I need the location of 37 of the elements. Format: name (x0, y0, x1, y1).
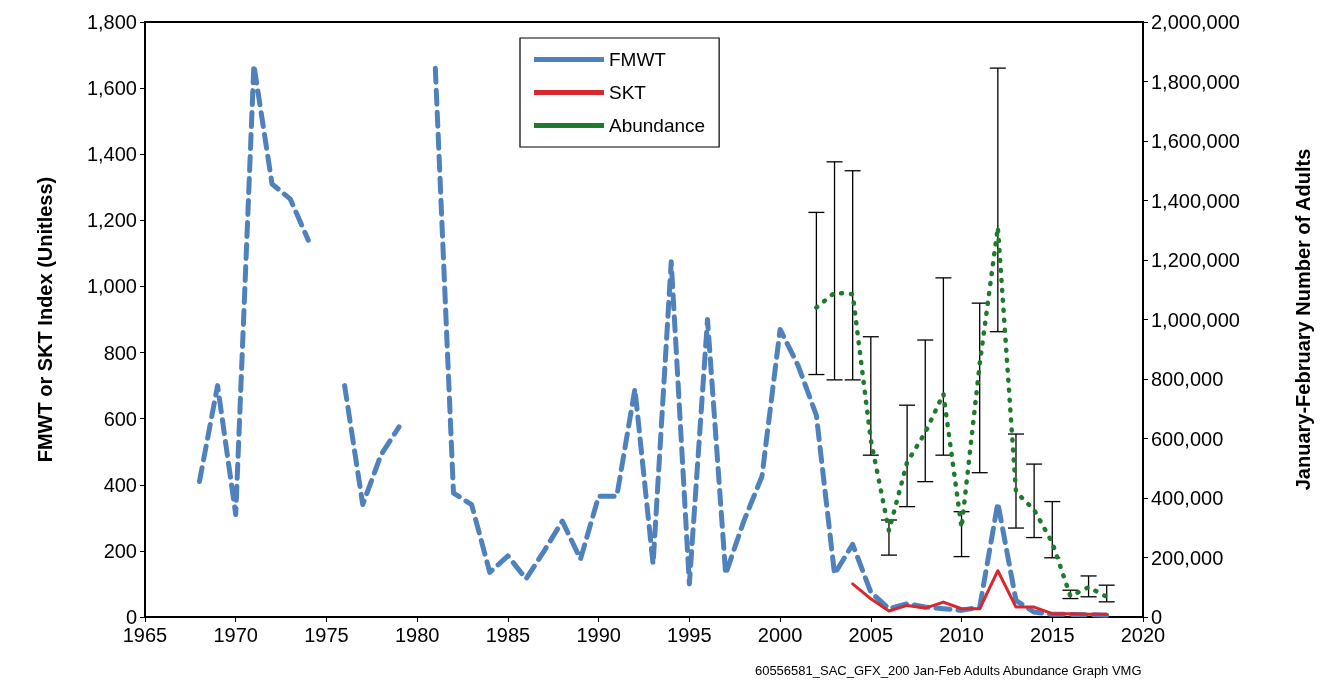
y-axis-title: FMWT or SKT Index (Unitless) (34, 176, 56, 463)
y-tick-label: 200 (103, 539, 137, 562)
y-tick-label: 1,600 (86, 77, 137, 100)
x-tick-label: 2010 (939, 624, 984, 646)
y2-tick-label: 800,000 (1151, 368, 1224, 390)
y-tick-label: 400 (103, 473, 137, 496)
y-tick-label: 600 (103, 407, 137, 430)
x-tick-label: 1980 (394, 624, 440, 646)
y-tick-label: 800 (103, 341, 137, 364)
y2-tick-label: 1,000,000 (1151, 308, 1240, 331)
x-tick-label: 1985 (485, 624, 531, 646)
y2-tick-label: 2,000,000 (1151, 11, 1240, 33)
x-tick-label: 1990 (576, 624, 621, 646)
y-tick-label: 1,800 (86, 11, 137, 33)
x-tick-label: 2000 (757, 624, 803, 646)
y2-axis-title: January-February Number of Adults (1292, 148, 1314, 491)
line-series (814, 225, 1109, 600)
x-tick-label: 2005 (848, 624, 894, 646)
y-tick-label: 1,000 (86, 275, 137, 298)
legend-label: Abundance (609, 115, 706, 136)
x-tick-label: 1995 (667, 624, 712, 646)
y2-tick-label: 1,600,000 (1151, 130, 1240, 152)
y2-tick-label: 600,000 (1151, 427, 1224, 450)
x-tick-label: 1975 (304, 624, 349, 646)
y2-tick-label: 1,800,000 (1151, 70, 1240, 93)
y2-tick-label: 200,000 (1151, 546, 1224, 569)
y-tick-label: 1,200 (86, 209, 137, 232)
y2-tick-label: 1,200,000 (1151, 249, 1240, 271)
x-tick-label: 2015 (1030, 624, 1075, 646)
legend-label: FMWT (609, 49, 667, 70)
text: 60556581_SAC_GFX_200 Jan-Feb Adults Abundance Graph VMG (754, 663, 1142, 678)
line-series (851, 569, 1109, 616)
legend-label: SKT (609, 82, 647, 103)
y-tick-label: 1,400 (86, 143, 137, 166)
y2-tick-label: 400,000 (1151, 487, 1224, 509)
y2-tick-label: 1,400,000 (1151, 189, 1240, 212)
x-tick-label: 1970 (213, 624, 258, 646)
